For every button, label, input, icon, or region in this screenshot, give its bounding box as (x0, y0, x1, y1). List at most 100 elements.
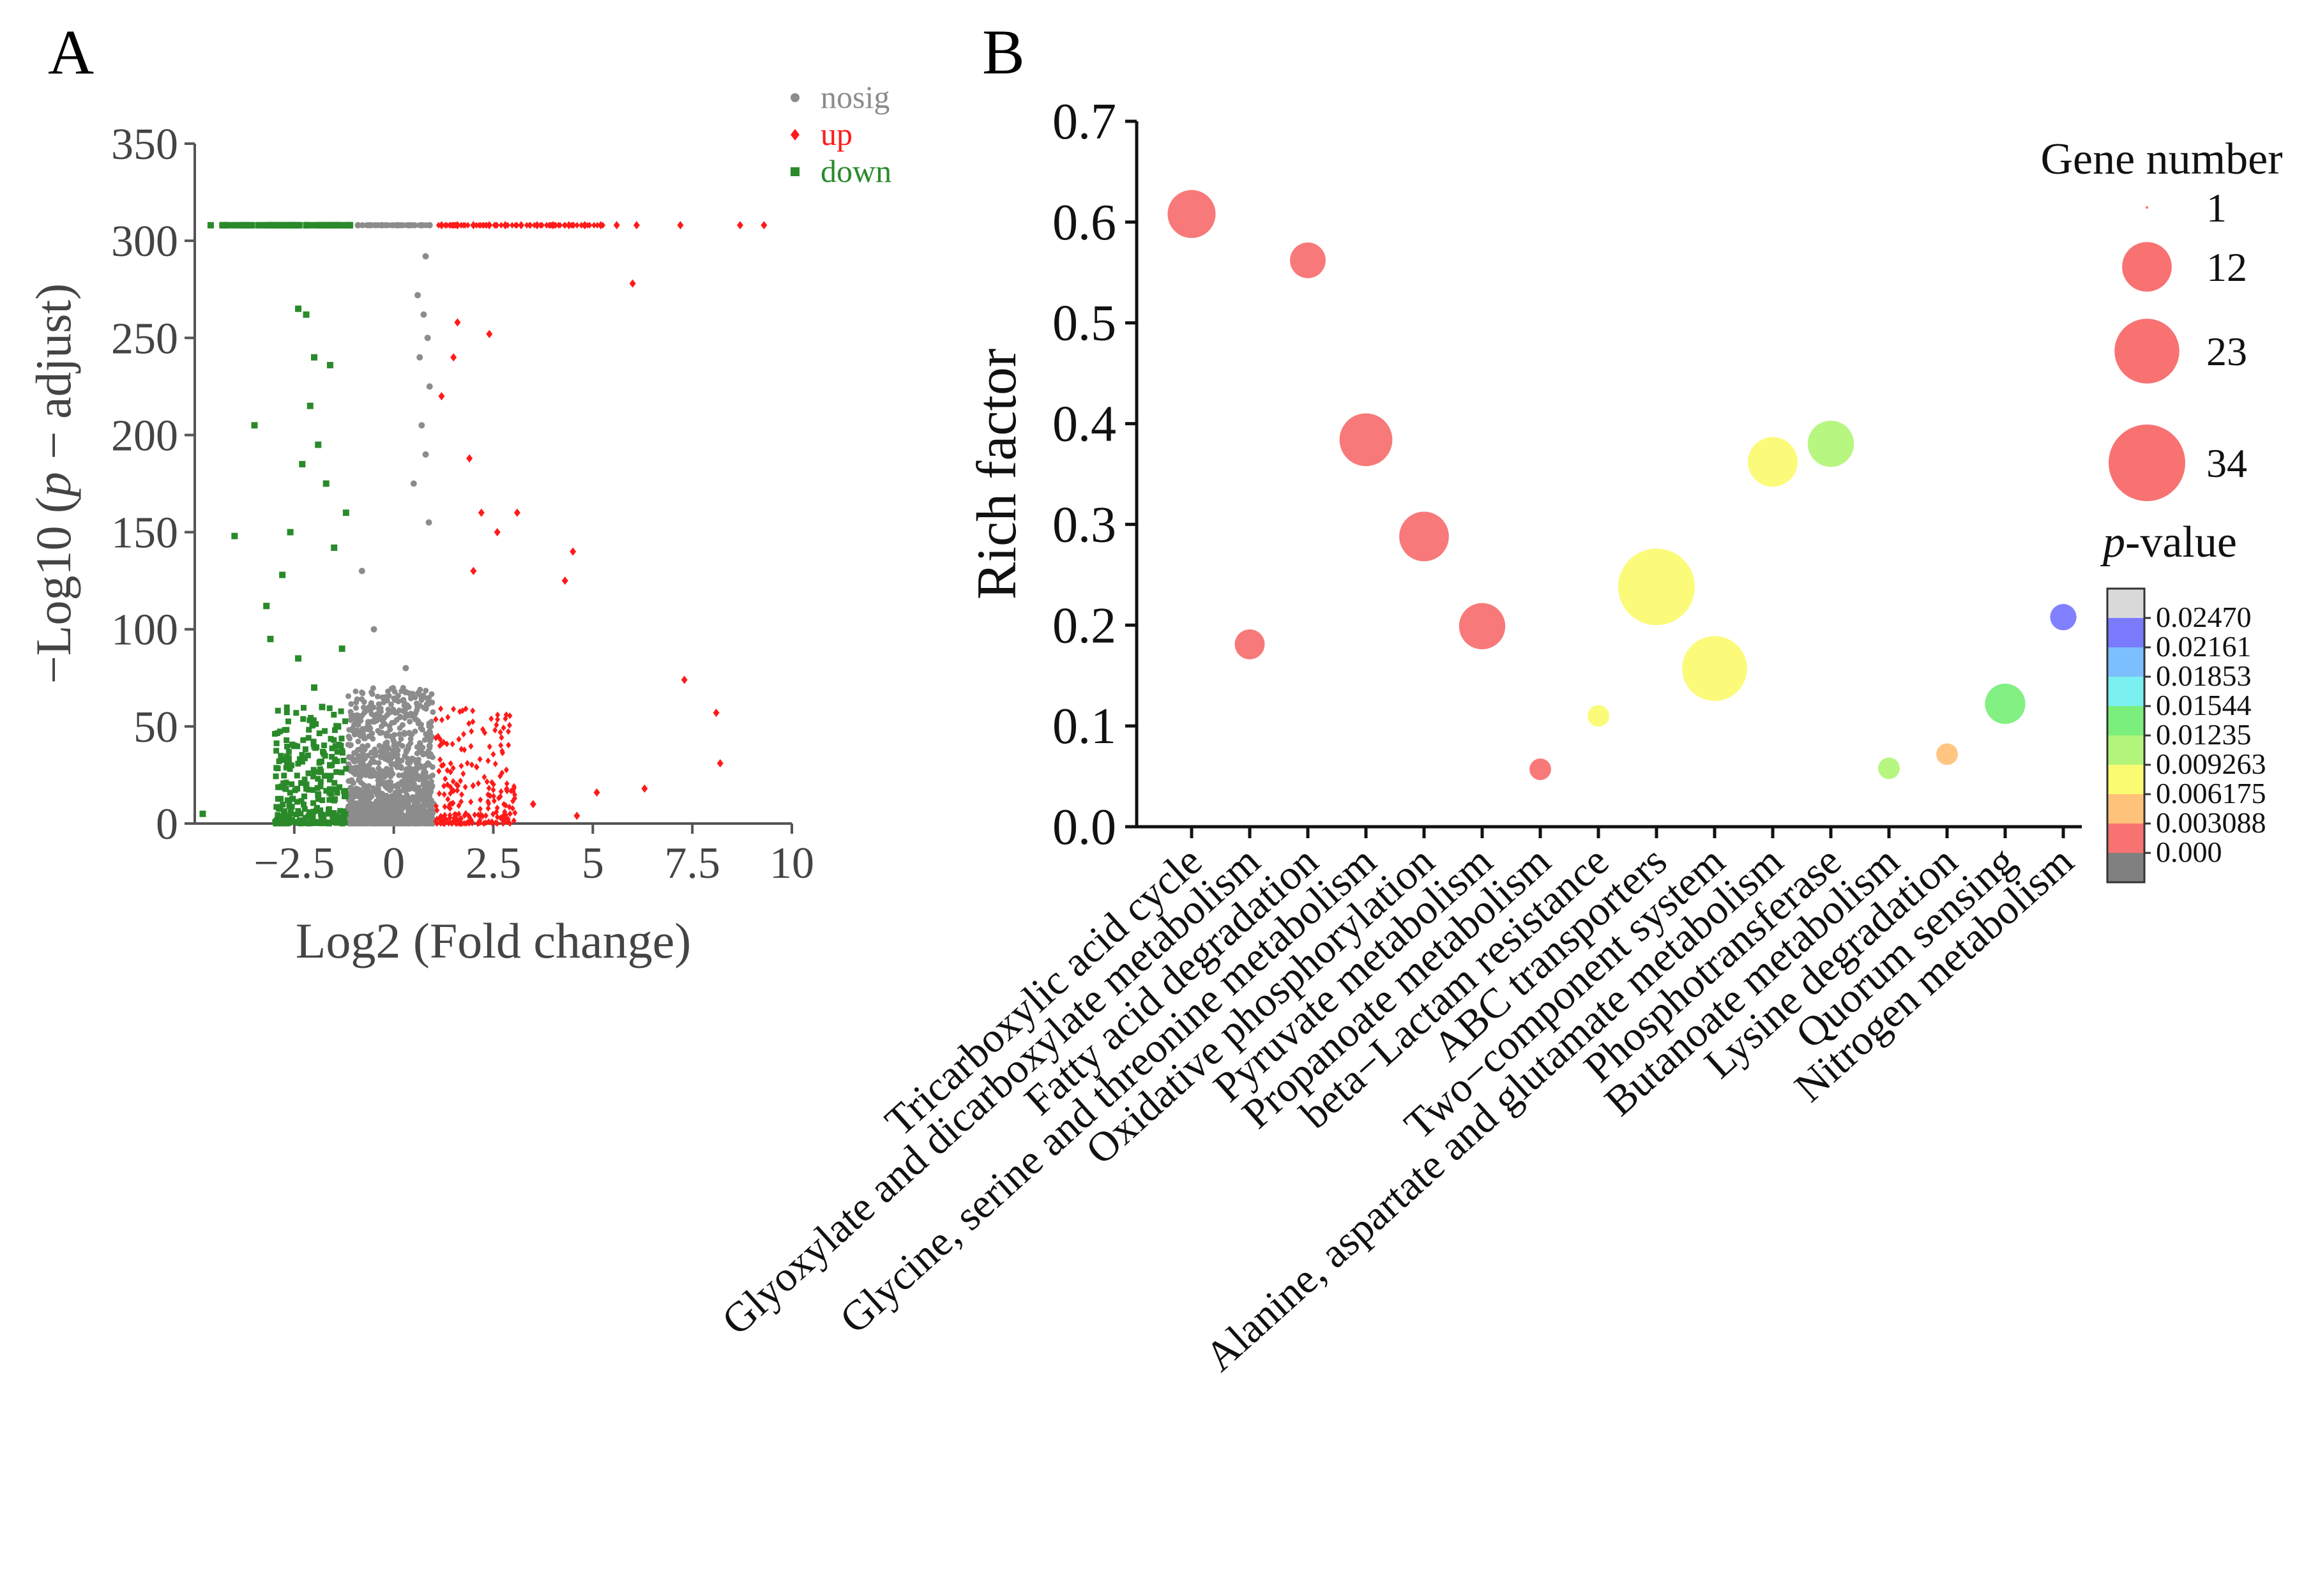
up-point (507, 810, 513, 817)
up-point (511, 785, 517, 792)
nosig-point (347, 785, 354, 791)
up-point (486, 785, 492, 792)
up-point (433, 818, 439, 825)
down-point (322, 480, 330, 487)
nosig-point (397, 714, 404, 721)
up-point (518, 221, 525, 230)
down-point (286, 801, 292, 808)
nosig-point (374, 693, 381, 700)
nosig-point (356, 770, 362, 776)
nosig-point (426, 790, 432, 797)
up-point (470, 782, 476, 790)
nosig-point (357, 787, 363, 794)
up-point (459, 222, 464, 229)
nosig-point (397, 731, 403, 737)
color-band (2107, 853, 2144, 882)
up-point (495, 711, 501, 719)
down-point (343, 765, 349, 772)
down-point (321, 742, 328, 749)
down-point (293, 710, 299, 716)
up-point (443, 775, 448, 783)
nosig-point (371, 772, 377, 779)
down-point (335, 815, 342, 822)
nosig-point (391, 813, 397, 819)
nosig-point (386, 820, 392, 827)
nosig-point (378, 222, 385, 229)
x-tick-label: 7.5 (664, 839, 720, 888)
down-point (323, 788, 330, 794)
nosig-point (423, 808, 429, 815)
color-band (2107, 589, 2144, 618)
up-point (447, 811, 453, 819)
up-point (436, 790, 442, 797)
nosig-point (348, 712, 354, 719)
color-bar-label: 0.009263 (2156, 748, 2266, 780)
nosig-point (424, 335, 431, 342)
nosig-point (426, 383, 433, 390)
up-point (633, 221, 640, 230)
bubble-3 (1339, 413, 1393, 467)
nosig-point (358, 696, 365, 702)
down-point (284, 797, 291, 804)
down-point (275, 707, 281, 714)
x-tick-label: 5 (582, 839, 604, 888)
nosig-point (369, 718, 375, 725)
down-point (284, 737, 290, 743)
down-point (339, 748, 345, 754)
down-point (233, 222, 240, 229)
nosig-point (391, 799, 397, 806)
up-point (451, 787, 457, 794)
up-point (677, 221, 684, 230)
up-point (442, 815, 449, 824)
size-legend-title: Gene number (2040, 135, 2282, 184)
down-point (342, 718, 348, 725)
down-point (342, 794, 349, 800)
down-point (331, 727, 338, 734)
y-tick-label: 300 (111, 217, 178, 266)
down-point (307, 402, 314, 409)
up-point (561, 576, 568, 585)
size-legend-label: 12 (2206, 245, 2247, 290)
nosig-point (403, 748, 409, 754)
up-point (487, 792, 493, 799)
down-point (302, 746, 308, 753)
up-point (581, 221, 588, 230)
legend-marker-down (791, 167, 800, 176)
down-point (305, 813, 312, 819)
down-point (322, 728, 328, 734)
down-point (284, 743, 291, 749)
down-point (305, 770, 312, 776)
down-point (332, 743, 338, 749)
down-point (275, 765, 281, 772)
up-point (450, 741, 455, 748)
up-point (451, 705, 457, 712)
nosig-point (388, 766, 394, 772)
down-point (329, 745, 335, 751)
down-point (273, 740, 280, 746)
color-bar-label: 0.02470 (2156, 601, 2252, 633)
down-point (342, 811, 349, 817)
down-point (310, 773, 317, 779)
up-point (514, 222, 520, 229)
down-point (314, 785, 321, 791)
down-point (287, 222, 294, 229)
up-point (510, 222, 515, 229)
down-point (317, 779, 324, 785)
nosig-point (394, 807, 400, 813)
down-point (342, 788, 349, 794)
up-point (495, 716, 501, 723)
down-point (321, 772, 328, 779)
up-point (454, 318, 461, 327)
x-axis-label: Log2 (Fold change) (296, 913, 692, 968)
nosig-point (411, 222, 418, 229)
nosig-point (421, 802, 428, 808)
nosig-point (402, 778, 409, 785)
up-point (441, 791, 447, 798)
nosig-point (398, 735, 404, 742)
up-point (491, 793, 497, 800)
down-point (271, 222, 278, 229)
up-point (477, 805, 483, 813)
color-band (2107, 824, 2144, 853)
nosig-point (346, 754, 353, 760)
down-point (263, 603, 270, 610)
